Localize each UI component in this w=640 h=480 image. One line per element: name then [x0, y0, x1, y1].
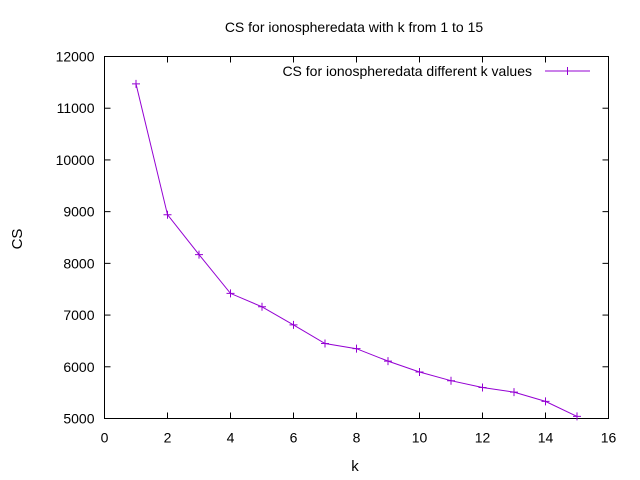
x-tick-label: 10: [412, 430, 428, 446]
x-axis-ticks: 0 2 4 6 8 10 12 14 16: [101, 56, 617, 446]
y-axis-title: CS: [9, 229, 26, 250]
data-point-marker: [132, 79, 140, 88]
data-point-marker: [478, 383, 487, 392]
y-tick-label: 6000: [63, 359, 94, 375]
data-point-marker: [321, 339, 329, 348]
x-tick-label: 6: [290, 430, 298, 446]
data-point-marker: [195, 250, 203, 259]
data-point-marker: [541, 397, 550, 406]
x-tick-label: 0: [101, 430, 109, 446]
data-point-marker: [415, 367, 424, 376]
y-tick-label: 9000: [63, 204, 94, 220]
data-point-marker: [163, 210, 172, 219]
legend: CS for ionospheredata different k values: [282, 63, 590, 79]
series-layer: [132, 79, 581, 421]
series-line: [135, 83, 578, 417]
x-tick-label: 4: [227, 430, 235, 446]
x-tick-label: 14: [538, 430, 554, 446]
y-tick-label: 5000: [63, 411, 94, 427]
x-axis-title: k: [351, 458, 359, 475]
x-tick-label: 2: [164, 430, 172, 446]
data-point-marker: [447, 376, 455, 385]
data-point-marker: [573, 412, 581, 421]
data-point-marker: [289, 320, 298, 329]
data-point-marker: [258, 302, 266, 311]
y-tick-label: 8000: [63, 255, 94, 271]
x-tick-label: 8: [353, 430, 361, 446]
y-tick-label: 7000: [63, 307, 94, 323]
y-axis-ticks: 5000 6000 7000 8000 9000 10000 11000 12000: [56, 49, 609, 427]
y-tick-label: 10000: [56, 152, 95, 168]
data-point-marker: [510, 388, 518, 397]
chart-title: CS for ionospheredata with k from 1 to 1…: [225, 19, 484, 35]
data-point-marker: [384, 357, 392, 366]
y-tick-label: 11000: [57, 100, 95, 116]
x-tick-label: 12: [475, 430, 491, 446]
data-point-marker: [352, 344, 361, 353]
data-point-marker: [226, 289, 235, 298]
legend-entry-label: CS for ionospheredata different k values: [282, 63, 532, 79]
x-tick-label: 16: [601, 430, 617, 446]
y-tick-label: 12000: [56, 49, 95, 65]
legend-entry-marker: [563, 67, 572, 75]
plot-frame: [104, 56, 609, 419]
